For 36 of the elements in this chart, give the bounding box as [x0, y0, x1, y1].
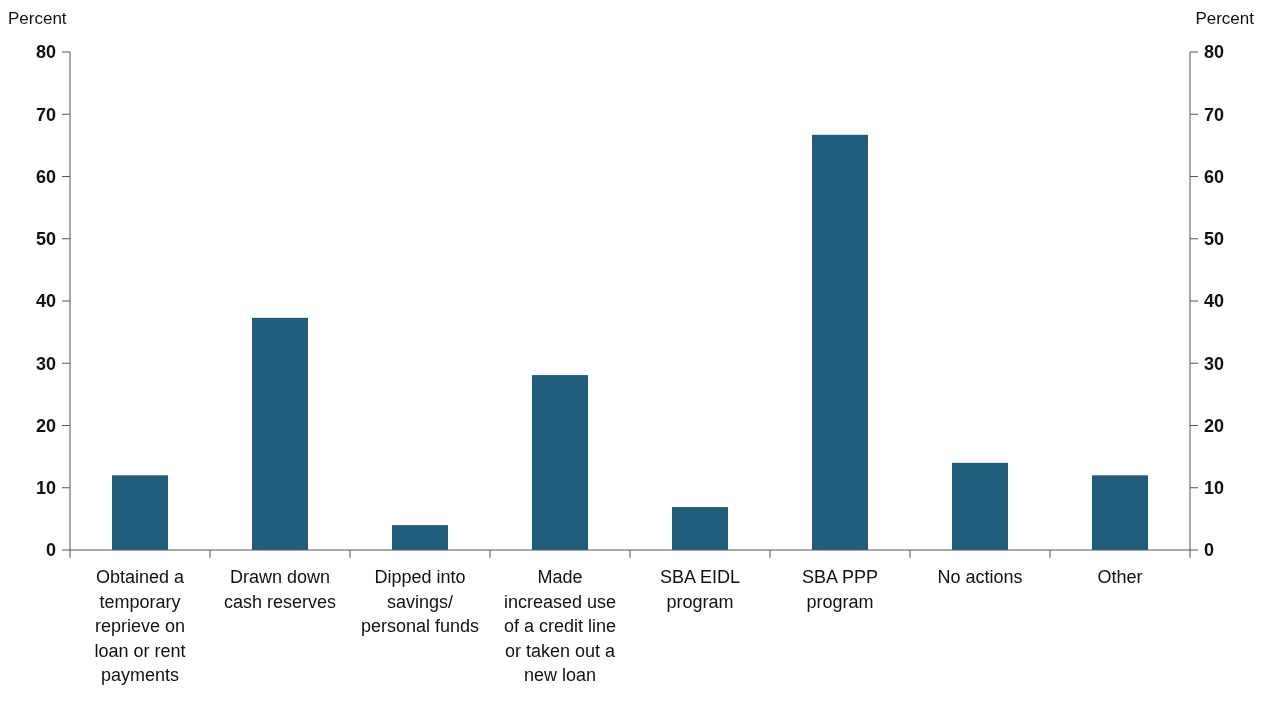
bar [1092, 475, 1148, 550]
y-tick-label: 70 [35, 104, 56, 125]
bar [112, 475, 168, 550]
y2-tick-label: 80 [1204, 42, 1225, 63]
y-tick-label: 0 [45, 540, 56, 561]
y2-axis-title: Percent [1195, 9, 1255, 28]
x-tick-label: Drawn down cash reserves [223, 567, 337, 612]
y-tick-label: 50 [35, 229, 56, 250]
y2-tick-label: 40 [1204, 291, 1225, 312]
y-tick-label: 30 [35, 353, 56, 374]
bar [672, 507, 728, 550]
y2-tick-label: 10 [1204, 478, 1225, 499]
y-tick-label: 60 [35, 166, 56, 187]
x-tick-label: SBA EIDL program [659, 567, 741, 612]
bar [952, 462, 1008, 550]
y2-tick-label: 70 [1204, 104, 1225, 125]
bar [392, 525, 448, 550]
y-tick-label: 80 [35, 42, 56, 63]
x-tick-label: No actions [937, 567, 1023, 587]
x-tick-label: Dipped into savings/ personal funds [360, 567, 480, 636]
y2-tick-label: 20 [1204, 415, 1225, 436]
y2-tick-label: 30 [1204, 353, 1225, 374]
y-tick-label: 10 [35, 478, 56, 499]
y-axis-title: Percent [8, 9, 67, 28]
y2-tick-label: 0 [1204, 540, 1215, 561]
y2-tick-label: 60 [1204, 166, 1225, 187]
bar [532, 375, 588, 550]
x-tick-label: SBA PPP program [801, 567, 879, 612]
x-tick-label: Other [1097, 567, 1143, 587]
bar [252, 317, 308, 550]
y2-tick-label: 50 [1204, 229, 1225, 250]
x-tick-label: Made increased use of a credit line or taken out a new loan [503, 567, 617, 685]
y-tick-label: 40 [35, 291, 56, 312]
x-tick-label: Obtained a temporary reprieve on loan or rent payments [94, 567, 186, 685]
y-tick-label: 20 [35, 415, 56, 436]
bar [812, 134, 868, 550]
